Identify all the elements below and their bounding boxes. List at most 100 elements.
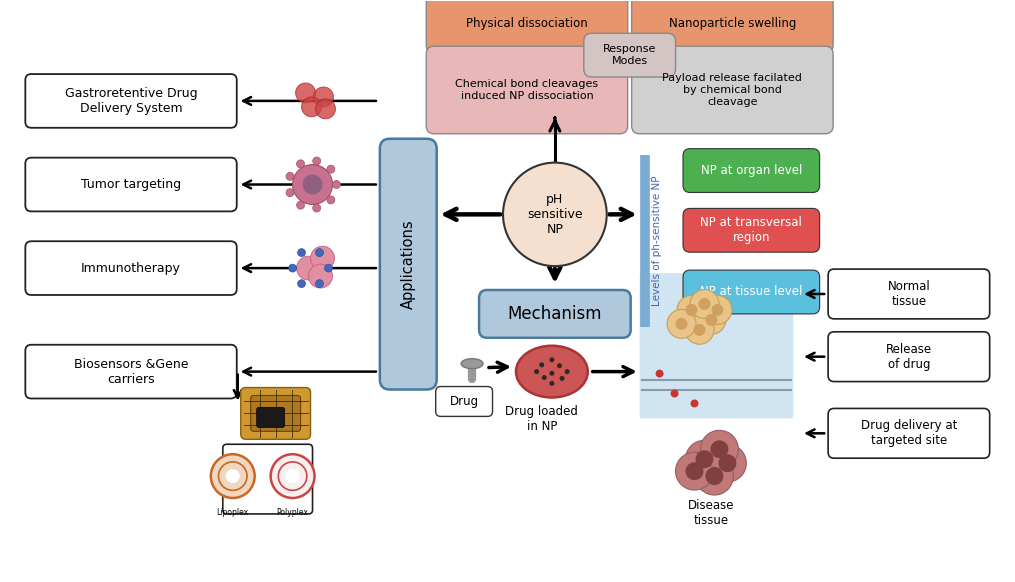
Circle shape	[218, 462, 247, 491]
Circle shape	[292, 165, 333, 204]
FancyBboxPatch shape	[25, 158, 236, 211]
Circle shape	[278, 462, 307, 491]
Text: NP at organ level: NP at organ level	[700, 164, 802, 177]
Text: Normal
tissue: Normal tissue	[887, 280, 931, 308]
Circle shape	[534, 369, 539, 374]
Circle shape	[311, 246, 335, 270]
FancyBboxPatch shape	[426, 0, 627, 53]
Circle shape	[211, 454, 255, 498]
Circle shape	[700, 430, 738, 468]
Text: Response
Modes: Response Modes	[603, 44, 657, 66]
FancyBboxPatch shape	[631, 0, 833, 53]
Circle shape	[301, 97, 322, 117]
Circle shape	[333, 180, 340, 189]
Circle shape	[549, 357, 554, 362]
Circle shape	[297, 279, 306, 288]
Circle shape	[313, 204, 321, 212]
Circle shape	[671, 389, 679, 398]
Circle shape	[285, 469, 299, 483]
Circle shape	[297, 249, 306, 257]
FancyBboxPatch shape	[828, 269, 990, 319]
Circle shape	[549, 381, 554, 386]
Circle shape	[685, 462, 703, 480]
Circle shape	[690, 399, 698, 407]
Text: Drug: Drug	[450, 395, 479, 408]
Circle shape	[697, 306, 726, 334]
FancyBboxPatch shape	[25, 241, 236, 295]
Text: Tumor targeting: Tumor targeting	[81, 178, 181, 191]
Circle shape	[539, 363, 544, 367]
Circle shape	[296, 201, 304, 209]
Circle shape	[695, 450, 714, 468]
Text: Drug delivery at
targeted site: Drug delivery at targeted site	[861, 419, 957, 448]
Text: Payload release facilated
by chemical bond
cleavage: Payload release facilated by chemical bo…	[663, 73, 802, 107]
Text: Levels of ph-sensitive NP: Levels of ph-sensitive NP	[652, 176, 662, 306]
FancyBboxPatch shape	[631, 46, 833, 134]
Text: Release
of drug: Release of drug	[886, 343, 932, 371]
Circle shape	[719, 454, 736, 472]
Circle shape	[503, 162, 607, 266]
FancyBboxPatch shape	[251, 396, 300, 431]
FancyBboxPatch shape	[426, 46, 627, 134]
Circle shape	[564, 369, 569, 374]
FancyBboxPatch shape	[25, 74, 236, 128]
Text: Applications: Applications	[401, 219, 416, 309]
FancyBboxPatch shape	[25, 345, 236, 399]
Circle shape	[693, 324, 705, 336]
Circle shape	[327, 165, 335, 173]
Circle shape	[708, 444, 746, 482]
Circle shape	[656, 370, 664, 378]
Circle shape	[327, 196, 335, 204]
Circle shape	[302, 175, 323, 194]
FancyBboxPatch shape	[241, 388, 311, 439]
Text: Nanoparticle swelling: Nanoparticle swelling	[669, 17, 796, 30]
Circle shape	[685, 315, 714, 344]
FancyBboxPatch shape	[479, 290, 630, 338]
Circle shape	[316, 249, 324, 257]
Circle shape	[316, 99, 336, 119]
Text: pH
sensitive
NP: pH sensitive NP	[527, 193, 583, 236]
Circle shape	[309, 264, 333, 288]
FancyBboxPatch shape	[435, 386, 492, 416]
Circle shape	[286, 189, 294, 197]
Circle shape	[225, 469, 240, 483]
FancyBboxPatch shape	[683, 208, 820, 252]
Ellipse shape	[461, 359, 483, 368]
Circle shape	[549, 371, 554, 376]
Circle shape	[685, 441, 724, 478]
Circle shape	[667, 310, 696, 338]
Circle shape	[316, 279, 324, 288]
Circle shape	[710, 441, 729, 458]
Text: Lipoplex: Lipoplex	[216, 508, 249, 517]
Circle shape	[676, 318, 687, 330]
Circle shape	[712, 304, 724, 316]
Circle shape	[690, 289, 719, 318]
Circle shape	[705, 314, 718, 326]
Circle shape	[325, 264, 333, 272]
Circle shape	[271, 454, 315, 498]
Text: NP at tissue level: NP at tissue level	[700, 286, 803, 299]
Circle shape	[313, 157, 321, 165]
Text: Physical dissociation: Physical dissociation	[466, 17, 588, 30]
Text: Immunotherapy: Immunotherapy	[81, 262, 181, 275]
FancyBboxPatch shape	[380, 139, 436, 389]
Text: Disease
tissue: Disease tissue	[688, 499, 735, 527]
Circle shape	[296, 160, 304, 168]
Text: Biosensors &Gene
carriers: Biosensors &Gene carriers	[74, 357, 189, 386]
Ellipse shape	[516, 346, 588, 398]
FancyBboxPatch shape	[828, 332, 990, 382]
Text: Chemical bond cleavages
induced NP dissociation: Chemical bond cleavages induced NP disso…	[456, 79, 599, 101]
Circle shape	[695, 457, 734, 495]
Circle shape	[698, 298, 710, 310]
FancyBboxPatch shape	[683, 148, 820, 193]
FancyBboxPatch shape	[584, 33, 676, 77]
Circle shape	[685, 304, 697, 316]
Circle shape	[295, 83, 316, 103]
Circle shape	[705, 467, 724, 485]
FancyBboxPatch shape	[828, 409, 990, 458]
Circle shape	[296, 256, 321, 280]
Text: Polyplex: Polyplex	[277, 508, 309, 517]
FancyBboxPatch shape	[257, 407, 284, 427]
Circle shape	[559, 376, 564, 381]
Text: Mechanism: Mechanism	[508, 305, 602, 323]
